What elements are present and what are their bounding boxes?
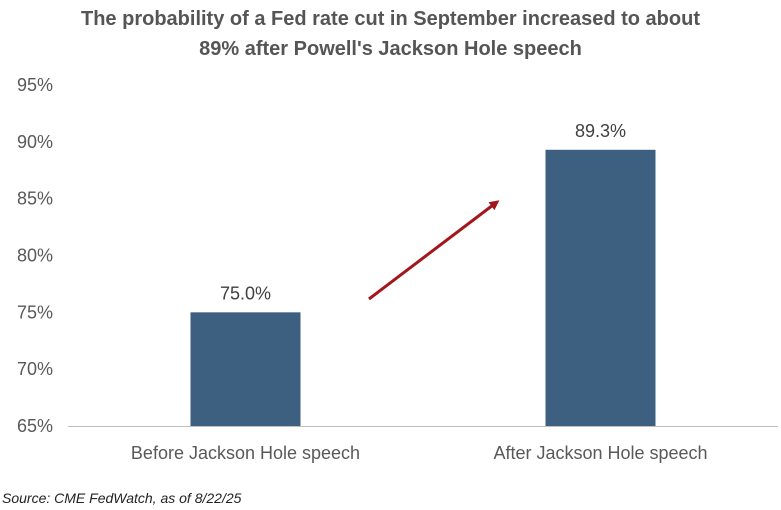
y-tick-label: 65% [17,416,53,436]
y-tick-label: 85% [17,189,53,209]
chart-title-line-2: 89% after Powell's Jackson Hole speech [199,38,582,60]
data-label: 89.3% [575,121,626,141]
x-tick-label: After Jackson Hole speech [493,443,707,463]
bar [190,312,301,426]
y-tick-label: 95% [17,75,53,95]
bar-chart: 65% 70% 75% 80% 85% 90% 95% Before Jackson Hol… [17,75,778,463]
y-axis: 65% 70% 75% 80% 85% 90% 95% [17,75,53,436]
x-tick-label: Before Jackson Hole speech [131,443,360,463]
chart-title: The probability of a Fed rate cut in Sep… [0,4,781,64]
y-tick-label: 70% [17,359,53,379]
x-axis-labels: Before Jackson Hole speech After Jackson … [131,443,708,463]
y-tick-label: 75% [17,302,53,322]
chart-title-line-1: The probability of a Fed rate cut in Sep… [81,8,700,30]
data-label: 75.0% [220,283,271,303]
trend-arrow-icon [368,200,500,301]
data-labels-group: 75.0% 89.3% [220,121,626,304]
y-tick-label: 80% [17,246,53,266]
bar [545,149,656,427]
source-note: Source: CME FedWatch, as of 8/22/25 [2,490,242,506]
bars-group [190,149,656,427]
y-tick-label: 90% [17,132,53,152]
